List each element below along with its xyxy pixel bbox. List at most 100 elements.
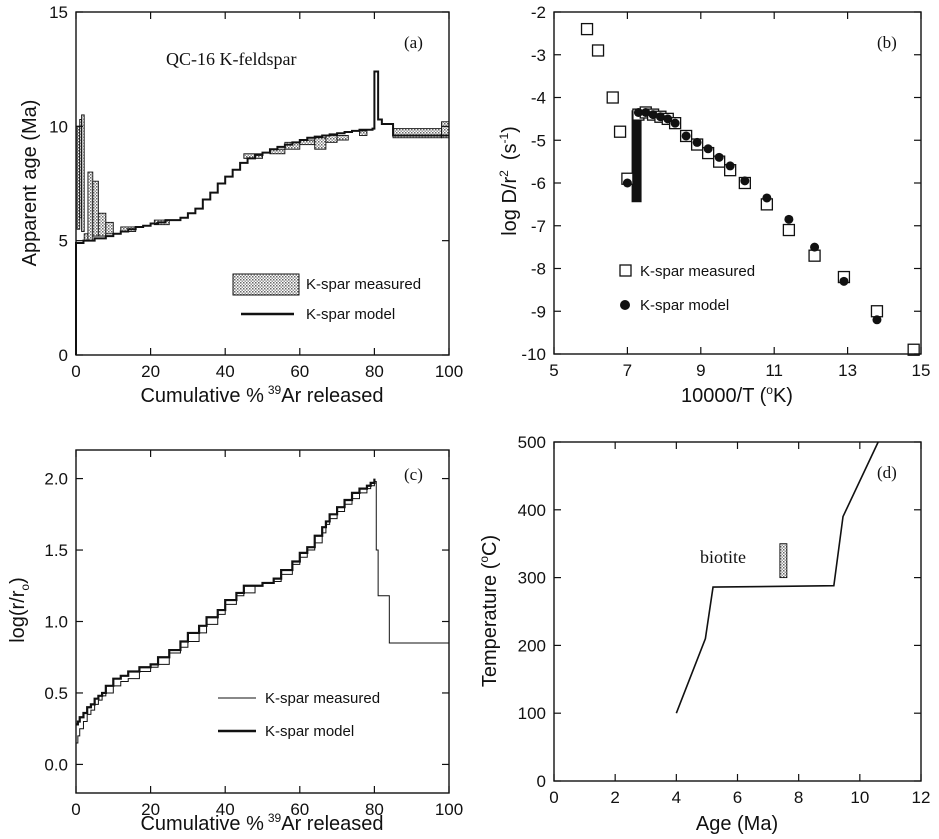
panel-b-model-point — [810, 242, 820, 252]
panel-b-filled-bar — [631, 110, 642, 203]
panel-b-ytick-label: -7 — [531, 217, 546, 236]
panel-c-data — [76, 478, 450, 744]
panel-b-measured-point — [907, 343, 920, 356]
panel-a-xtick-label: 20 — [141, 362, 160, 381]
panel-a-legend-measured: K-spar measured — [306, 276, 421, 293]
panel-b-xtick-label: 9 — [696, 361, 705, 380]
panel-b-model-point — [633, 107, 643, 117]
panel-a-label: (a) — [404, 33, 423, 52]
panel-d-ytick-label: 300 — [518, 569, 546, 588]
panel-c-legend-measured: K-spar measured — [265, 690, 380, 707]
panel-c-ylabel-pre: log(r/r — [7, 590, 29, 643]
panel-a-xtick-label: 0 — [71, 362, 80, 381]
panel-b-xtick-label: 11 — [765, 361, 783, 380]
panel-c-xtick-label: 60 — [290, 800, 309, 819]
panel-b-ytick-label: -6 — [531, 174, 546, 193]
panel-c-label: (c) — [404, 465, 423, 484]
panel-b-ylabel: log D/r2 (s-1) — [497, 126, 521, 236]
panel-b-ytick-label: -10 — [521, 345, 546, 364]
panel-c-xlabel-sup: 39 — [268, 811, 282, 825]
panel-c: 0 20 40 60 80 100 0.0 0.5 1.0 1.5 2.0 (c) log(r/ro… — [7, 449, 463, 835]
panel-c-xtick-label: 40 — [216, 800, 235, 819]
panel-b-model-point — [714, 152, 724, 162]
panel-b-legend-measured-marker — [619, 264, 632, 277]
panel-b-measured-point — [606, 91, 619, 104]
panel-d-xtick-label: 4 — [672, 788, 681, 807]
panel-a-ticks: 0 20 40 60 80 100 0 5 10 15 — [49, 3, 463, 381]
panel-a-measured-box — [105, 221, 114, 235]
panel-c-xlabel-pre: Cumulative % — [140, 813, 264, 835]
panel-c-xtick-label: 80 — [365, 800, 384, 819]
panel-d-thermal-path — [675, 441, 879, 714]
panel-c-ytick-label: 0.5 — [44, 684, 68, 703]
panel-b-model-point — [872, 315, 882, 325]
panel-d-ytick-label: 0 — [537, 772, 546, 791]
panel-b-ytick-label: -2 — [531, 3, 546, 22]
panel-c-ytick-label: 1.5 — [44, 541, 68, 560]
panel-b-xlabel-pre: 10000/T ( — [681, 385, 767, 407]
panel-d-ylabel-pre: Temperature ( — [479, 562, 501, 687]
panel-a-ytick-label: 15 — [49, 3, 68, 22]
panel-b-data — [580, 22, 920, 356]
panel-b-measured-point — [580, 22, 594, 36]
panel-d-ytick-label: 500 — [518, 433, 546, 452]
panel-b-measured-point — [870, 305, 884, 318]
panel-c-xlabel: Cumulative % 39Ar released — [140, 811, 383, 835]
panel-b-measured-point — [613, 125, 627, 138]
panel-a-measured-box — [314, 137, 327, 150]
panel-a-xlabel-post: Ar released — [281, 385, 383, 407]
panel-c-xtick-label: 0 — [71, 800, 80, 819]
panel-b-ylabel-post: ) — [499, 126, 521, 133]
panel-b-ytick-label: -8 — [531, 260, 546, 279]
panel-b-ylabel-pre: log D/r — [499, 177, 521, 236]
panel-b-ylabel-mid: (s — [499, 144, 521, 161]
panel-a-xtick-label: 40 — [216, 362, 235, 381]
panel-d-biotite-box — [779, 543, 788, 579]
panel-a-model-line — [75, 70, 449, 355]
panel-b-model-point — [681, 131, 691, 141]
panel-a-xlabel-pre: Cumulative % — [140, 385, 264, 407]
panel-d-xtick-label: 0 — [549, 788, 558, 807]
panel-b-ytick-label: -4 — [531, 89, 546, 108]
panel-c-ticks: 0 20 40 60 80 100 0.0 0.5 1.0 1.5 2.0 — [44, 450, 463, 819]
panel-b-model-point — [703, 144, 713, 154]
panel-a-measured-box — [87, 171, 94, 242]
panel-a-measured-box — [83, 233, 89, 242]
panel-b-measured-point — [808, 249, 821, 262]
panel-a-measured-box — [81, 114, 85, 232]
panel-b-ytick-label: -9 — [531, 302, 546, 321]
panel-c-xlabel-post: Ar released — [281, 813, 383, 835]
panel-a-legend-model: K-spar model — [306, 306, 395, 323]
panel-d-ytick-label: 200 — [518, 636, 546, 655]
panel-c-measured-line — [76, 480, 450, 744]
panel-b-measured-point — [591, 44, 605, 57]
panel-a-xlabel-sup: 39 — [268, 383, 282, 397]
panel-d-ylabel-post: C) — [479, 535, 501, 556]
panel-d: 0 2 4 6 8 10 12 0 100 200 300 400 500 (d) Temperatur… — [477, 433, 930, 835]
panel-a-measured-box — [97, 212, 107, 237]
panel-a-data — [75, 70, 450, 355]
panel-b-ylabel-sup1: 2 — [497, 170, 511, 177]
panel-b-xtick-label: 15 — [912, 361, 931, 380]
panel-a-ylabel: Apparent age (Ma) — [19, 100, 41, 267]
panel-b-model-point — [762, 193, 772, 203]
panel-d-frame — [553, 441, 922, 782]
panel-b-model-point — [622, 178, 632, 188]
panel-d-xtick-label: 10 — [850, 788, 869, 807]
panel-c-ylabel: log(r/ro) — [7, 577, 32, 643]
panel-a-ytick-label: 0 — [59, 346, 68, 365]
panel-b-xlabel-post: K) — [773, 385, 793, 407]
panel-d-xtick-label: 2 — [610, 788, 619, 807]
panel-a-xtick-label: 100 — [435, 362, 463, 381]
panel-b-xtick-label: 13 — [838, 361, 857, 380]
panel-d-ytick-label: 100 — [518, 704, 546, 723]
panel-c-legend-model: K-spar model — [265, 723, 354, 740]
panel-d-data — [675, 441, 879, 714]
panel-b-model-point — [641, 107, 651, 117]
panel-b-model-point — [740, 176, 750, 186]
panel-d-ytick-label: 400 — [518, 501, 546, 520]
panel-a-measured-box — [325, 135, 338, 143]
panel-c-ytick-label: 2.0 — [44, 470, 68, 489]
